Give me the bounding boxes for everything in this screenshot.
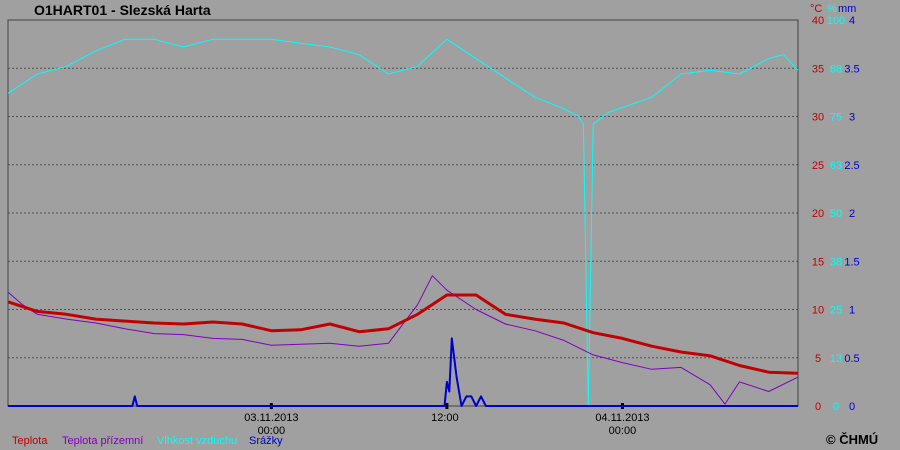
legend-teplota-prizemni: Teplota přízemní bbox=[62, 435, 144, 447]
y-tick-label-temperature: 20 bbox=[812, 208, 824, 220]
chart-title: O1HART01 - Slezská Harta bbox=[34, 2, 211, 18]
x-tick-label: 03.11.2013 bbox=[244, 412, 298, 424]
legend-teplota: Teplota bbox=[12, 435, 48, 447]
y-tick-label-temperature: 30 bbox=[812, 112, 824, 124]
x-tick-label: 04.11.2013 bbox=[595, 412, 649, 424]
y-tick-label-precip: 1.5 bbox=[844, 256, 859, 268]
y-tick-label-precip: 1 bbox=[849, 305, 855, 317]
unit-temperature: °C bbox=[810, 3, 823, 15]
series-line-4 bbox=[8, 337, 798, 407]
y-tick-label-humidity: 13 bbox=[830, 353, 842, 365]
y-tick-label-precip: 3 bbox=[849, 112, 855, 124]
y-tick-label-precip: 2.5 bbox=[844, 160, 859, 172]
series-line-1 bbox=[7, 293, 799, 375]
legend-vlhkost-vzduchu: Vlhkost vzduchu bbox=[157, 435, 238, 447]
legend-srazky: Srážky bbox=[249, 435, 283, 447]
y-tick-label-humidity: 100 bbox=[827, 15, 845, 27]
y-tick-label-temperature: 40 bbox=[812, 15, 824, 27]
series-line-2 bbox=[7, 275, 799, 405]
y-tick-label-precip: 4 bbox=[849, 15, 855, 27]
x-tick-label: 12:00 bbox=[431, 412, 459, 424]
y-tick-label-humidity: 75 bbox=[830, 112, 842, 124]
unit-precip: mm bbox=[838, 3, 857, 15]
y-tick-label-precip: 3.5 bbox=[844, 63, 859, 75]
y-tick-label-temperature: 25 bbox=[812, 160, 824, 172]
y-tick-label-precip: 0.5 bbox=[844, 353, 859, 365]
y-tick-label-temperature: 5 bbox=[815, 353, 821, 365]
unit-humidity: % bbox=[827, 3, 837, 15]
y-tick-label-precip: 0 bbox=[849, 401, 855, 413]
y-tick-label-humidity: 0 bbox=[833, 401, 839, 413]
copyright: © ČHMÚ bbox=[826, 432, 879, 447]
y-tick-label-temperature: 35 bbox=[812, 63, 824, 75]
plot-area bbox=[7, 19, 799, 407]
y-tick-label-precip: 2 bbox=[849, 208, 855, 220]
y-tick-label-humidity: 25 bbox=[830, 305, 842, 317]
series-line-3 bbox=[7, 38, 799, 407]
y-tick-label-humidity: 50 bbox=[830, 208, 842, 220]
y-tick-label-temperature: 15 bbox=[812, 256, 824, 268]
x-tick-label: 00:00 bbox=[609, 425, 637, 437]
y-tick-label-temperature: 10 bbox=[812, 305, 824, 317]
y-tick-label-temperature: 0 bbox=[815, 401, 821, 413]
y-tick-label-humidity: 88 bbox=[830, 63, 842, 75]
x-tick-label: 00:00 bbox=[258, 425, 286, 437]
y-tick-label-humidity: 63 bbox=[830, 160, 842, 172]
y-tick-label-humidity: 38 bbox=[830, 256, 842, 268]
